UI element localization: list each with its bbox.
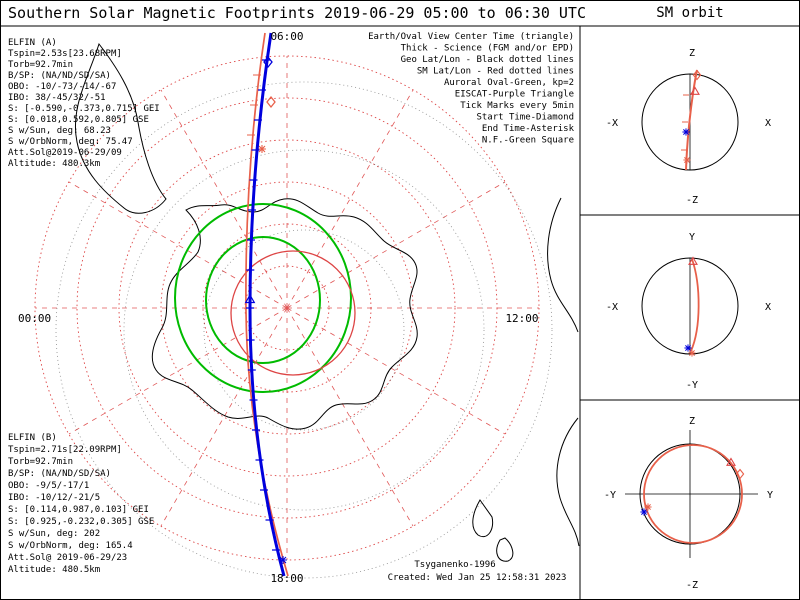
axis-label-left: -X — [606, 118, 618, 129]
legend-line: Start Time-Diamond — [476, 113, 574, 123]
new-zealand-coastline — [472, 499, 494, 538]
end-asterisk-marker — [683, 156, 691, 164]
orbit-tick-marks — [681, 94, 689, 151]
axis-label-bottom: -Z — [686, 580, 698, 591]
sm-lat-solid-circle — [230, 250, 356, 376]
start-diamond-marker — [692, 69, 702, 81]
elfin-b-line: Tspin=2.71s[22.09RPM] — [8, 445, 122, 455]
axis-label-bottom: -Y — [686, 380, 698, 391]
end-asterisk-marker — [644, 503, 652, 511]
clock-label-top: 06:00 — [270, 30, 303, 43]
legend-line: End Time-Asterisk — [482, 124, 575, 134]
view-center-triangle-marker — [244, 293, 256, 304]
earth-circle — [639, 443, 741, 545]
legend-line: Thick - Science (FGM and/or EPD) — [401, 44, 574, 54]
elfin-a-info-block: ELFIN (A) Tspin=2.53s[23.68RPM] Torb=92.… — [8, 38, 160, 169]
legend-line: Auroral Oval-Green, kp=2 — [444, 78, 574, 88]
legend-line: Earth/Oval View Center Time (triangle) — [368, 32, 574, 42]
elfin-a-line: Att.Sol@2019-06-29/09 — [8, 148, 122, 158]
sm-orbit-panel-yz: Z -Z -Y Y — [604, 416, 773, 591]
elfin-b-line: B/SP: (NA/ND/SD/SA) — [8, 469, 111, 479]
elfin-a-line: Tspin=2.53s[23.68RPM] — [8, 49, 122, 59]
legend-line: Tick Marks every 5min — [460, 101, 574, 111]
main-polar-map: 06:00 00:00 12:00 18:00 — [18, 30, 580, 585]
elfin-b-line: S w/Sun, deg: 202 — [8, 529, 100, 539]
clock-label-left: 00:00 — [18, 312, 51, 325]
axis-label-top: Z — [689, 48, 695, 59]
elfin-a-end-asterisk-marker — [279, 556, 287, 564]
legend-line: EISCAT-Purple Triangle — [455, 90, 574, 100]
axis-label-left: -X — [606, 302, 618, 313]
legend-line: SM Lat/Lon - Red dotted lines — [417, 67, 574, 77]
elfin-b-info-block: ELFIN (B) Tspin=2.71s[22.09RPM] Torb=92.… — [8, 433, 154, 575]
legend-line: Geo Lat/Lon - Black dotted lines — [401, 55, 574, 65]
asterisk-marker-blue — [682, 128, 690, 136]
elfin-b-tick-marks — [247, 74, 261, 136]
axis-label-right: X — [765, 302, 771, 313]
elfin-a-line: S: [0.018,0.592,0.805] GSE — [8, 115, 149, 125]
sm-orbit-title: SM orbit — [656, 5, 723, 21]
new-zealand-south-coastline — [496, 537, 514, 562]
elfin-b-name: ELFIN (B) — [8, 433, 57, 443]
elfin-a-footprint-track — [244, 32, 287, 577]
orbit-track — [690, 258, 700, 352]
elfin-a-start-diamond-marker — [263, 55, 273, 69]
elfin-a-line: Torb=92.7min — [8, 60, 73, 70]
axis-label-left: -Y — [604, 490, 616, 501]
south-america-coastline — [74, 42, 167, 214]
sm-orbit-panel-xz: Z -Z -X X — [606, 48, 771, 206]
axis-label-bottom: -Z — [686, 195, 698, 206]
elfin-b-line: S: [0.114,0.987,0.103] GEI — [8, 505, 149, 515]
elfin-b-line: Torb=92.7min — [8, 457, 73, 467]
coastlines — [74, 42, 580, 562]
orbit-track — [685, 69, 698, 171]
antarctica-coastline — [151, 198, 418, 430]
view-center-triangle-marker — [688, 256, 698, 265]
elfin-b-line: IBO: -10/12/-21/5 — [8, 493, 100, 503]
elfin-a-line: Altitude: 480.3km — [8, 159, 100, 169]
elfin-b-line: Att.Sol@ 2019-06-29/23 — [8, 553, 127, 563]
elfin-b-line: S w/OrbNorm, deg: 165.4 — [8, 541, 133, 551]
legend-line: N.F.-Green Square — [482, 136, 574, 146]
asterisk-marker-blue — [684, 344, 692, 352]
clock-label-bottom: 18:00 — [270, 572, 303, 585]
sm-orbit-panel-xy: Y -Y -X X — [606, 232, 771, 391]
clock-label-right: 12:00 — [505, 312, 538, 325]
elfin-b-end-asterisk-marker — [258, 145, 266, 153]
legend-block: Earth/Oval View Center Time (triangle) T… — [368, 32, 574, 146]
created-timestamp: Created: Wed Jan 25 12:58:31 2023 — [388, 573, 567, 583]
elfin-a-line: B/SP: (NA/ND/SD/SA) — [8, 71, 111, 81]
east-coastline — [547, 197, 579, 333]
elfin-a-line: OBO: -10/-73/-14/-67 — [8, 82, 116, 92]
australia-coastline — [556, 417, 580, 547]
page-title: Southern Solar Magnetic Footprints 2019-… — [8, 4, 586, 22]
geo-grid — [55, 81, 553, 579]
axis-label-top: Z — [689, 416, 695, 427]
orbit-track — [643, 444, 743, 544]
end-asterisk-marker — [688, 349, 696, 357]
elfin-b-line: OBO: -9/5/-17/1 — [8, 481, 89, 491]
axis-label-right: X — [765, 118, 771, 129]
elfin-a-line: S: [-0.590,-0.373,0.715] GEI — [8, 104, 160, 114]
start-diamond-marker — [735, 468, 745, 480]
elfin-a-line: IBO: 38/-45/32/-51 — [8, 93, 106, 103]
auroral-oval — [174, 203, 352, 393]
elfin-b-line: Altitude: 480.5km — [8, 565, 100, 575]
elfin-a-name: ELFIN (A) — [8, 38, 57, 48]
model-label: Tsyganenko-1996 — [414, 560, 495, 570]
asterisk-marker-blue — [640, 508, 648, 516]
elfin-b-line: S: [0.925,-0.232,0.305] GSE — [8, 517, 154, 527]
view-center-triangle-marker — [690, 86, 700, 95]
elfin-a-line: S w/Sun, deg: 68.23 — [8, 126, 111, 136]
axis-label-top: Y — [689, 232, 695, 243]
view-center-triangle-marker — [726, 457, 736, 466]
elfin-a-line: S w/OrbNorm, deg: 75.47 — [8, 137, 133, 147]
elfin-b-start-diamond-marker — [266, 95, 276, 109]
axis-label-right: Y — [767, 490, 773, 501]
